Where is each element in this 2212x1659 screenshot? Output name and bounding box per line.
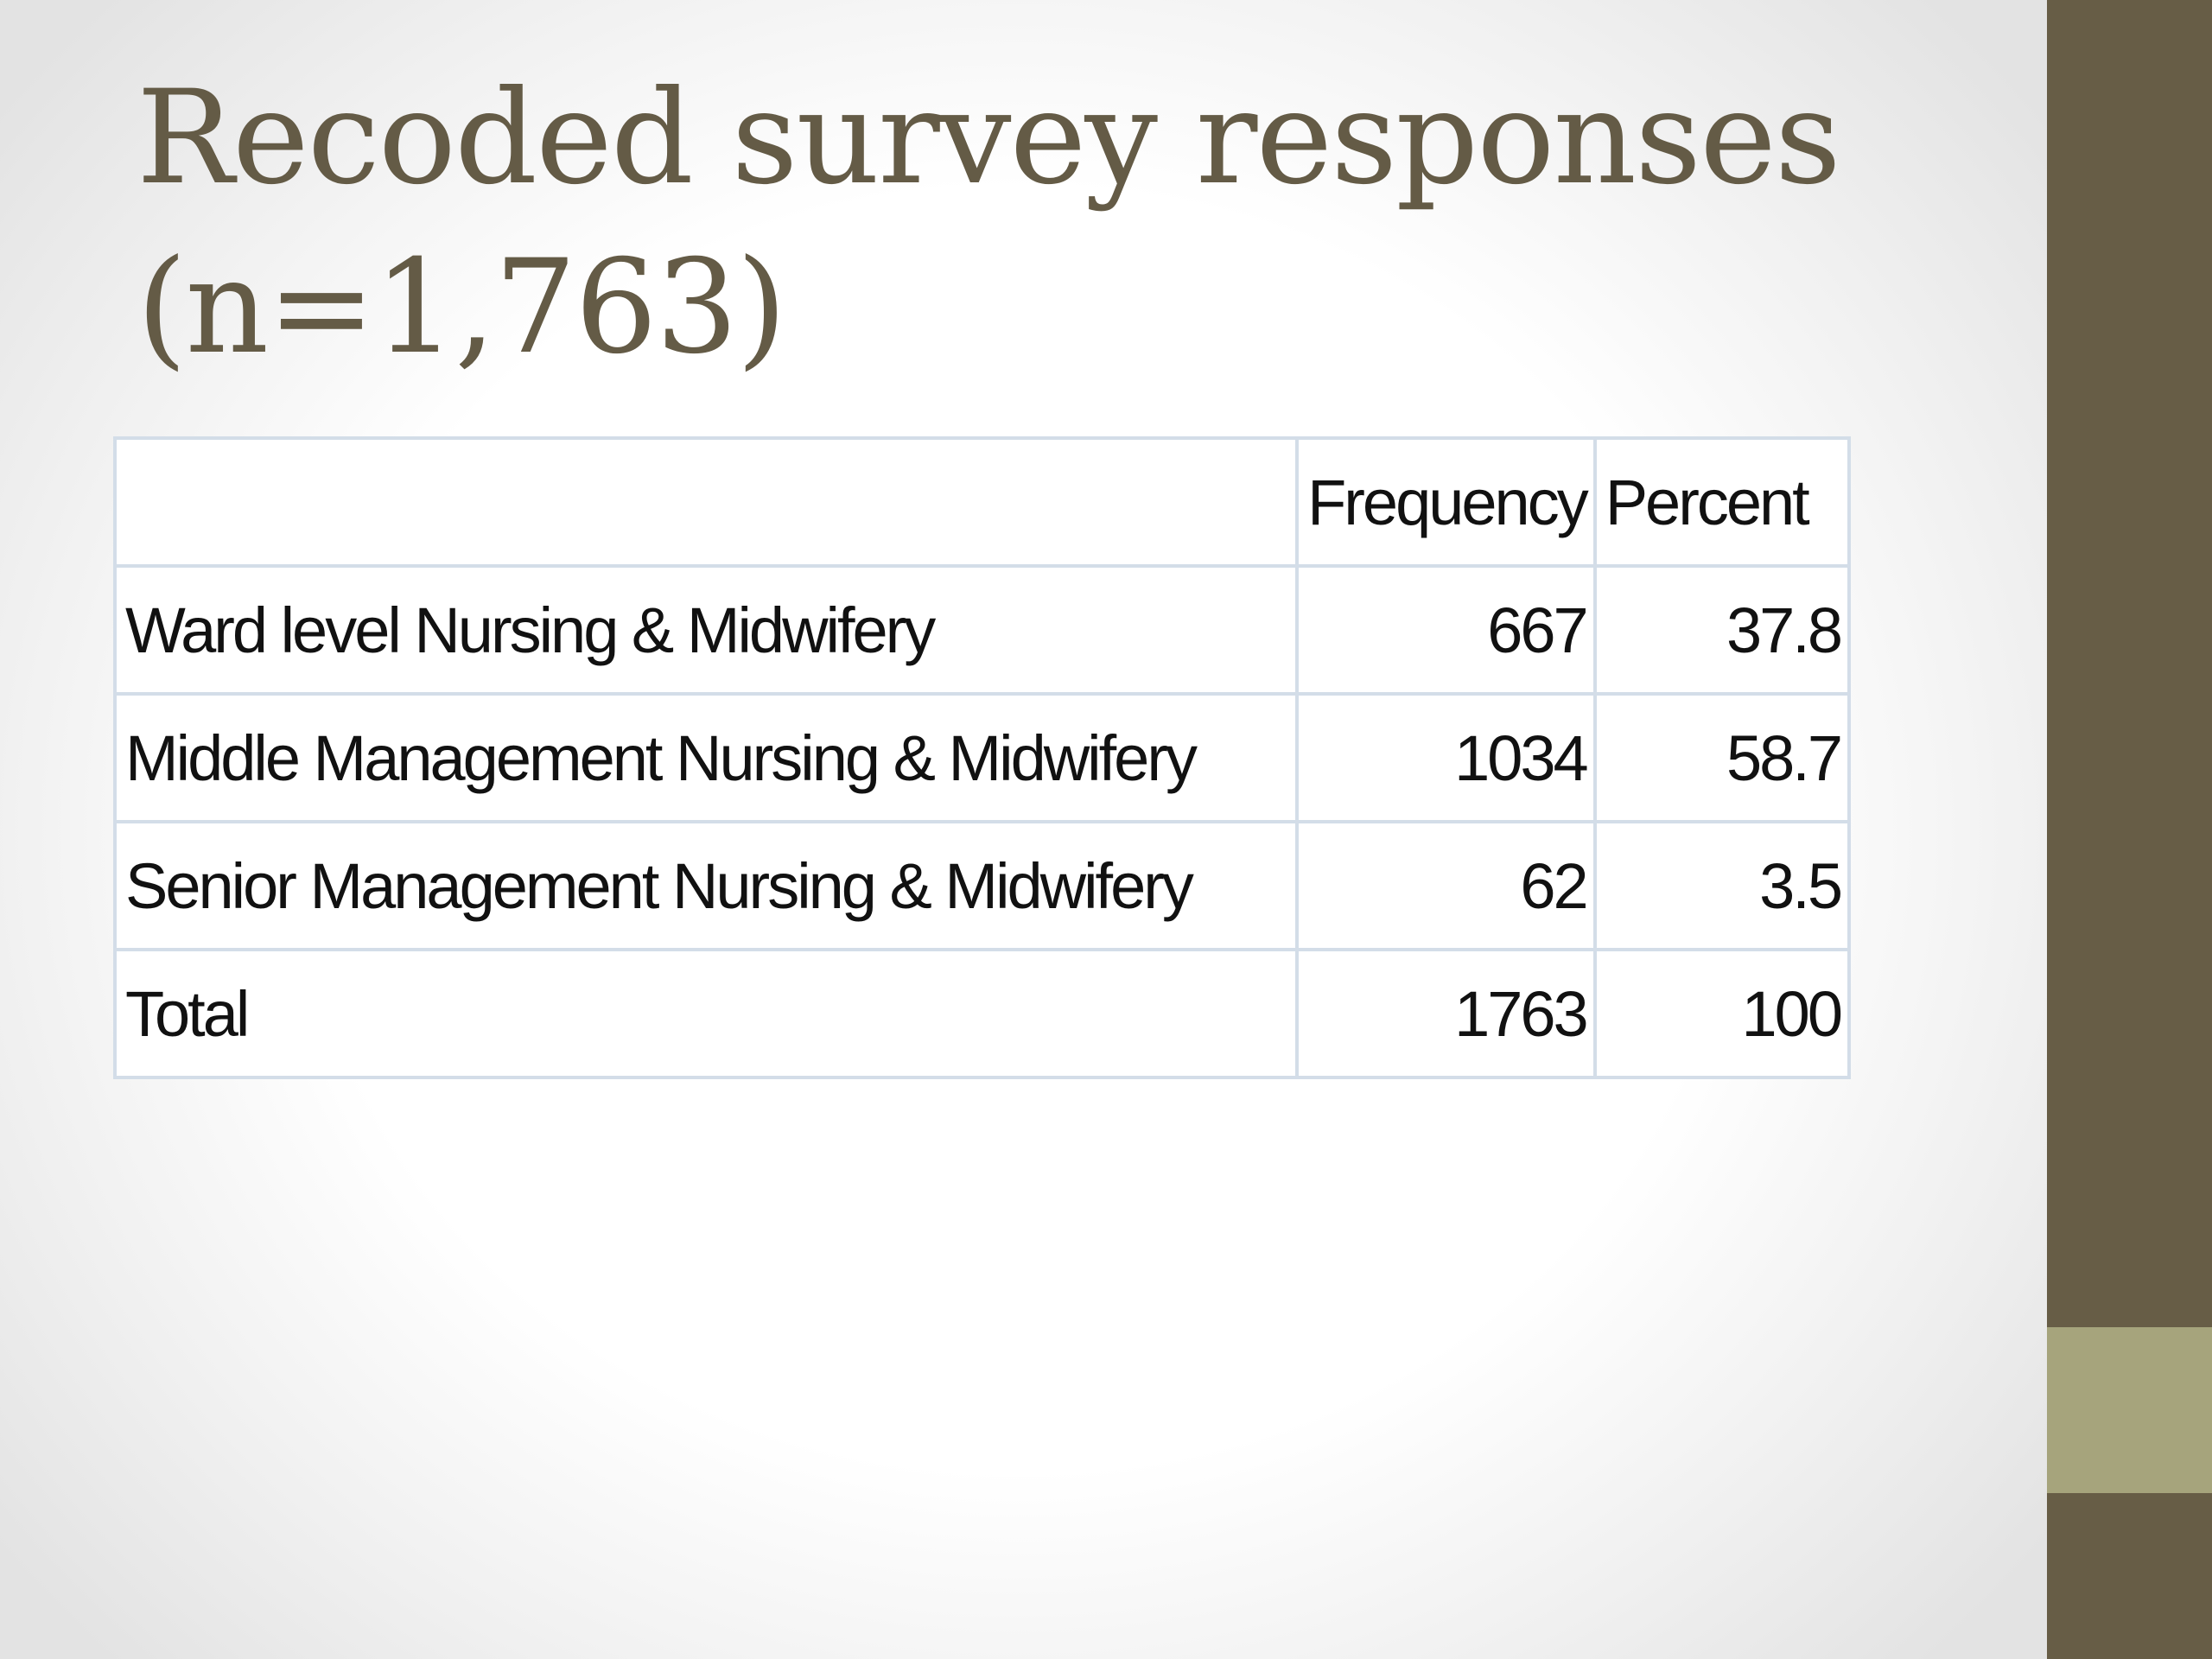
slide-title: Recoded survey responses (n=1,763) (137, 54, 1841, 392)
table-row-total: Total 1763 100 (112, 948, 1852, 1079)
frequency-cell: 667 (1295, 564, 1597, 696)
header-cell-frequency: Frequency (1295, 436, 1597, 568)
table-row: Ward level Nursing & Midwifery 667 37.8 (112, 564, 1852, 696)
table-header-row: Frequency Percent (112, 436, 1852, 568)
frequency-cell: 1763 (1295, 948, 1597, 1079)
table-row: Senior Management Nursing & Midwifery 62… (112, 820, 1852, 951)
percent-cell: 37.8 (1592, 564, 1852, 696)
row-label-cell: Middle Management Nursing & Midwifery (112, 692, 1300, 823)
row-label-cell: Senior Management Nursing & Midwifery (112, 820, 1300, 951)
row-label-cell: Ward level Nursing & Midwifery (112, 564, 1300, 696)
decorative-sidebar-accent (2047, 1327, 2212, 1493)
table-row: Middle Management Nursing & Midwifery 10… (112, 692, 1852, 823)
slide-title-line-2: (n=1,763) (137, 232, 787, 383)
row-label-cell: Total (112, 948, 1300, 1079)
frequency-cell: 62 (1295, 820, 1597, 951)
frequency-cell: 1034 (1295, 692, 1597, 823)
percent-cell: 58.7 (1592, 692, 1852, 823)
survey-responses-table: Frequency Percent Ward level Nursing & M… (112, 436, 1852, 1079)
percent-cell: 100 (1592, 948, 1852, 1079)
percent-cell: 3.5 (1592, 820, 1852, 951)
header-cell-blank (112, 436, 1300, 568)
header-cell-percent: Percent (1592, 436, 1852, 568)
slide-title-line-1: Recoded survey responses (137, 63, 1841, 213)
